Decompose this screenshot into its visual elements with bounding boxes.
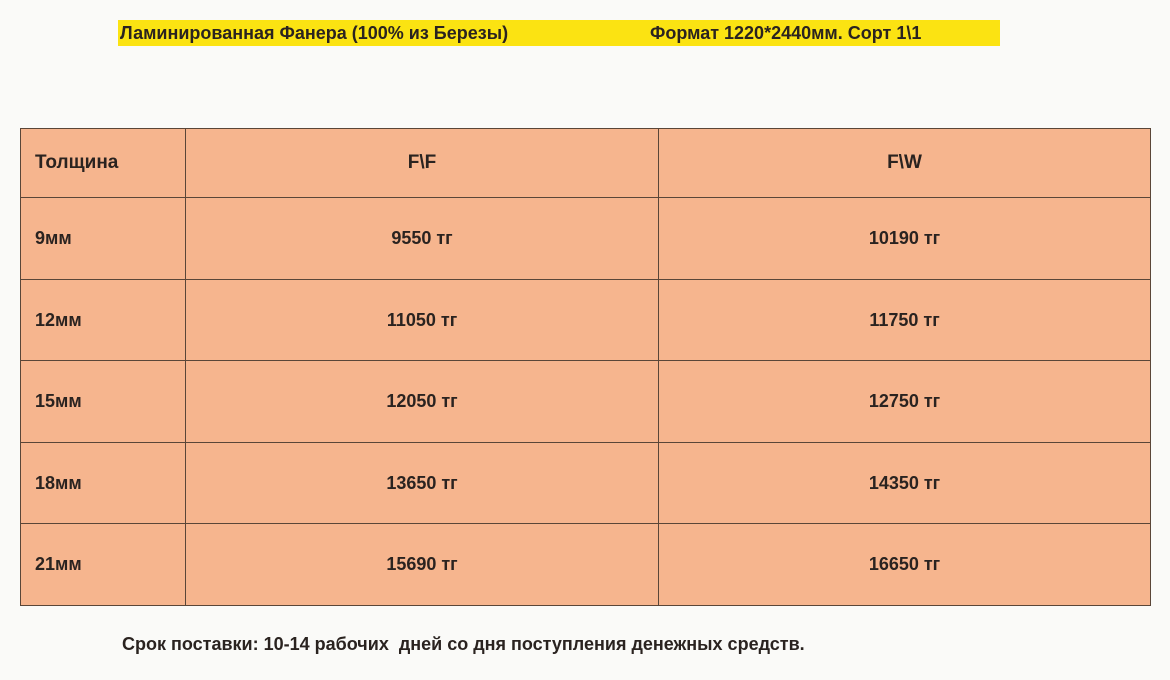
header-ff: F\F: [185, 127, 659, 199]
fw-price-cell: 12750 тг: [658, 360, 1151, 443]
table-row: 15мм 12050 тг 12750 тг: [20, 360, 1151, 443]
title-format: Формат 1220*2440мм. Сорт 1\1: [650, 23, 922, 43]
thickness-cell: 12мм: [20, 278, 186, 362]
fw-price-cell: 10190 тг: [658, 197, 1151, 280]
table-header-row: Толщина F\F F\W: [20, 127, 1151, 199]
ff-price-cell: 9550 тг: [185, 197, 659, 280]
delivery-note: Срок поставки: 10-14 рабочих дней со дня…: [122, 634, 805, 654]
header-thickness: Толщина: [20, 127, 186, 199]
fw-price-cell: 14350 тг: [658, 441, 1151, 525]
ff-price-cell: 11050 тг: [185, 278, 659, 362]
thickness-cell: 18мм: [20, 441, 186, 525]
thickness-cell: 15мм: [20, 360, 186, 443]
thickness-cell: 21мм: [20, 523, 186, 606]
fw-price-cell: 16650 тг: [658, 523, 1151, 606]
table-row: 12мм 11050 тг 11750 тг: [20, 278, 1151, 362]
fw-price-cell: 11750 тг: [658, 278, 1151, 362]
thickness-cell: 9мм: [20, 197, 186, 280]
price-table: Толщина F\F F\W 9мм 9550 тг 10190 тг 12м…: [20, 127, 1151, 606]
table-row: 21мм 15690 тг 16650 тг: [20, 523, 1151, 606]
table-row: 18мм 13650 тг 14350 тг: [20, 441, 1151, 525]
table-row: 9мм 9550 тг 10190 тг: [20, 197, 1151, 280]
ff-price-cell: 13650 тг: [185, 441, 659, 525]
document-title: Ламинированная Фанера (100% из Березы) Ф…: [118, 20, 1000, 46]
ff-price-cell: 12050 тг: [185, 360, 659, 443]
title-product: Ламинированная Фанера (100% из Березы): [120, 23, 509, 43]
ff-price-cell: 15690 тг: [185, 523, 659, 606]
header-fw: F\W: [658, 127, 1151, 199]
